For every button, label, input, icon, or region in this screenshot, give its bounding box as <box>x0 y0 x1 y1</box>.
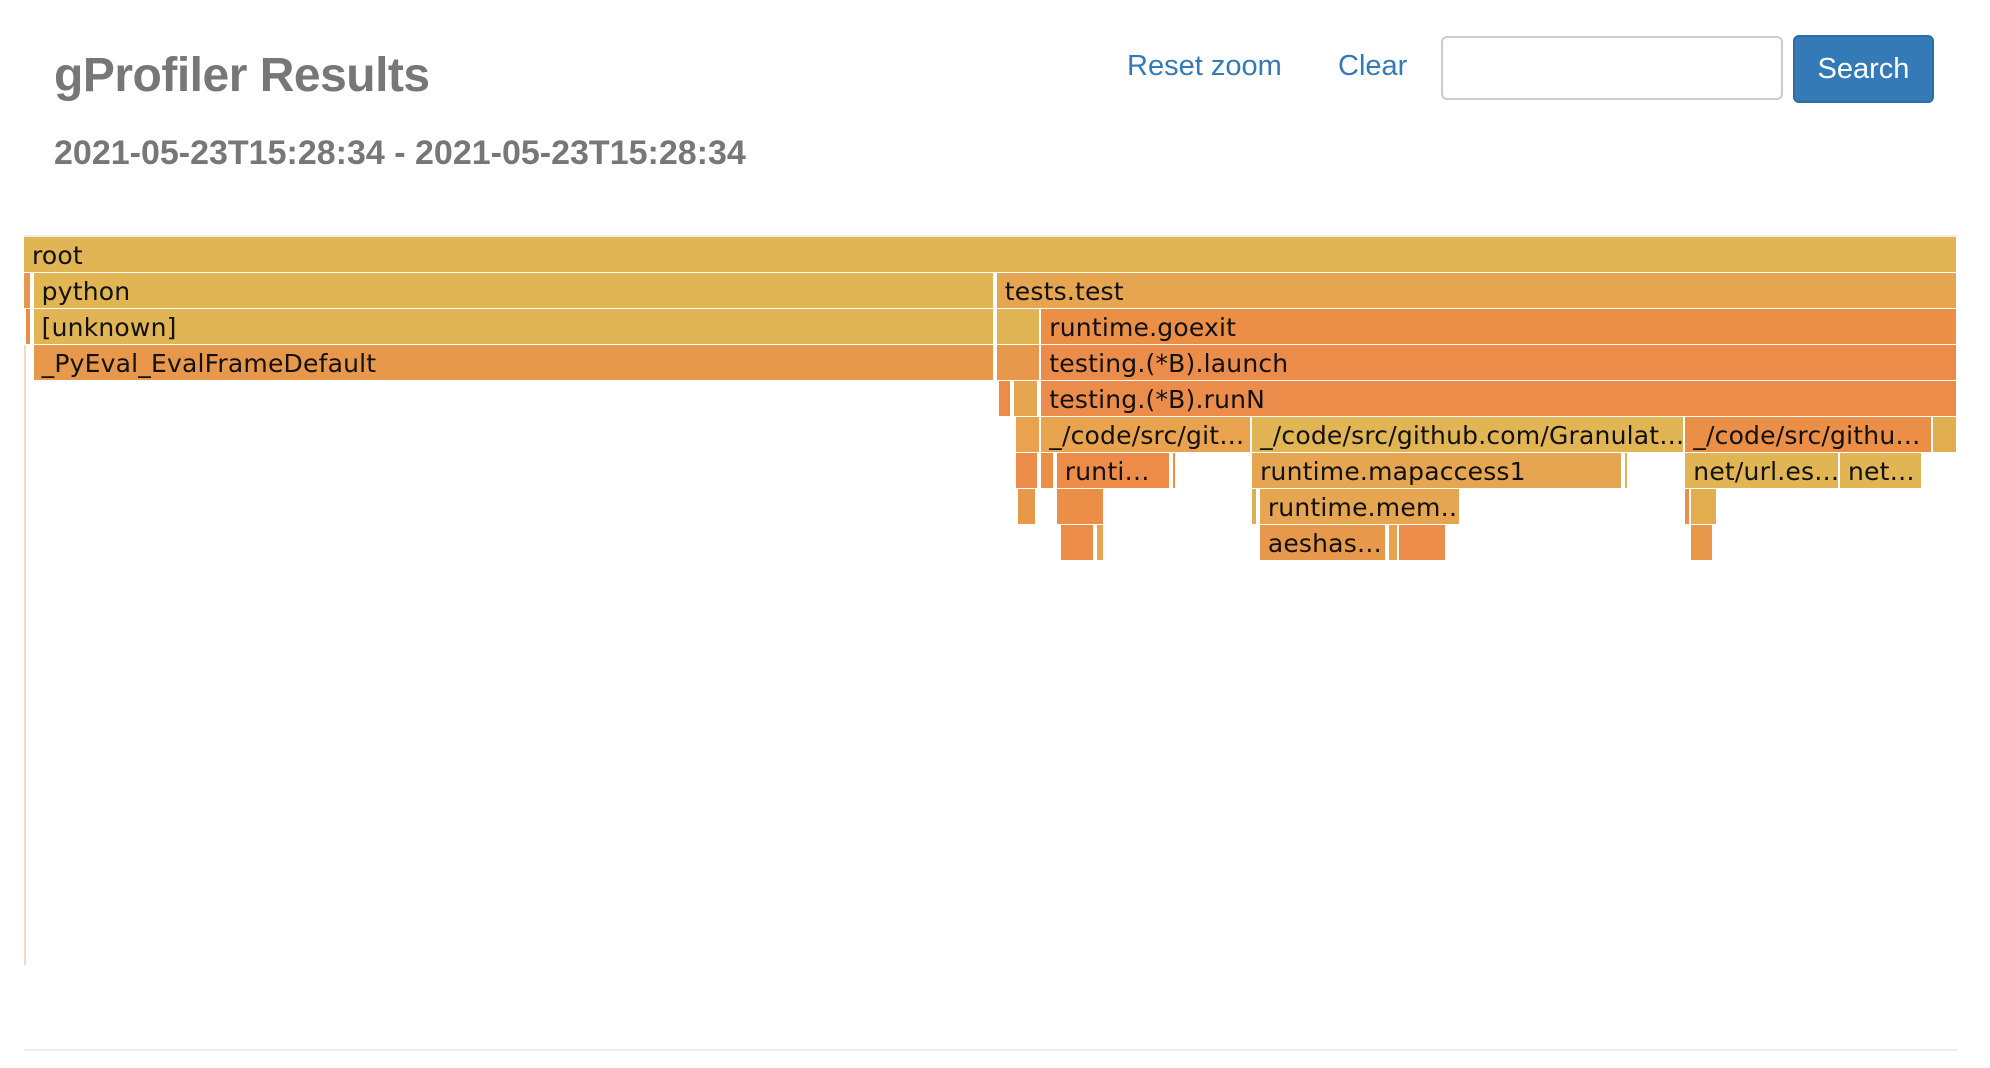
flame-frame-label: net… <box>1848 457 1915 486</box>
flame-frame-unlabeled[interactable] <box>25 309 32 344</box>
flame-frame[interactable]: runtime.mapaccess1 <box>1252 453 1624 488</box>
page-title: gProfiler Results <box>54 49 430 102</box>
flame-frame-label: testing.(*B).runN <box>1049 385 1266 414</box>
flame-frame[interactable]: testing.(*B).launch <box>1041 345 1958 380</box>
flame-frame[interactable]: _/code/src/github.com/Granulat… <box>1252 417 1686 452</box>
flame-frame-unlabeled[interactable] <box>1016 417 1042 452</box>
search-button[interactable]: Search <box>1793 35 1934 103</box>
flame-frame[interactable]: _/code/src/githu… <box>1685 417 1933 452</box>
flame-frame-unlabeled[interactable] <box>1041 453 1055 488</box>
search-input[interactable] <box>1441 36 1783 100</box>
flame-frame[interactable]: tests.test <box>996 273 1958 308</box>
bottom-divider <box>24 1049 1958 1051</box>
reset-zoom-link[interactable]: Reset zoom <box>1127 50 1282 82</box>
flame-frame[interactable]: net… <box>1840 453 1924 488</box>
flame-frame-unlabeled[interactable] <box>1060 525 1096 560</box>
flame-frame-unlabeled[interactable] <box>1625 453 1630 488</box>
flame-graph: root python tests.test [unknown] runtime.goe… <box>24 235 1958 965</box>
flame-frame-label: tests.test <box>1004 277 1124 306</box>
flame-frame[interactable]: testing.(*B).runN <box>1041 381 1958 416</box>
flame-frame-unlabeled[interactable] <box>1252 489 1258 524</box>
flame-frame-unlabeled[interactable] <box>996 309 1042 344</box>
flame-frame-label: testing.(*B).launch <box>1049 349 1289 378</box>
flame-left-trail <box>24 345 26 965</box>
flame-frame[interactable]: runti… <box>1056 453 1171 488</box>
flame-frame[interactable]: runtime.mem… <box>1259 489 1461 524</box>
flame-frame-label: runtime.goexit <box>1049 313 1237 342</box>
flame-frame-unlabeled[interactable] <box>1389 525 1400 560</box>
flame-frame-unlabeled[interactable] <box>1018 489 1038 524</box>
flame-frame-label: root <box>32 241 83 270</box>
flame-frame-unlabeled[interactable] <box>1172 453 1177 488</box>
flame-frame-label: runti… <box>1064 457 1150 486</box>
flame-frame-unlabeled[interactable] <box>998 381 1013 416</box>
flame-frame-unlabeled[interactable] <box>1691 489 1719 524</box>
flame-frame-unlabeled[interactable] <box>24 273 32 308</box>
flame-frame-label: _/code/src/git… <box>1049 421 1245 450</box>
flame-frame-unlabeled[interactable] <box>1685 489 1692 524</box>
flame-frame-label: runtime.mem… <box>1267 493 1461 522</box>
flame-frame-unlabeled[interactable] <box>1014 381 1040 416</box>
flame-frame-unlabeled[interactable] <box>1056 489 1106 524</box>
flame-frame-label: aeshas… <box>1267 529 1383 558</box>
flame-frame[interactable]: _/code/src/git… <box>1041 417 1253 452</box>
flame-frame[interactable]: net/url.es… <box>1685 453 1841 488</box>
flame-frame[interactable]: root <box>24 237 1958 272</box>
flame-frame[interactable]: runtime.goexit <box>1041 309 1958 344</box>
flame-frame-label: runtime.mapaccess1 <box>1260 457 1526 486</box>
flame-frame-label: [unknown] <box>41 313 177 342</box>
flame-frame-unlabeled[interactable] <box>996 345 1042 380</box>
flame-frame-unlabeled[interactable] <box>1399 525 1448 560</box>
flame-graph-top-rule <box>24 235 1958 237</box>
flame-frame-label: _/code/src/githu… <box>1693 421 1921 450</box>
flame-frame-label: net/url.es… <box>1693 457 1840 486</box>
clear-link[interactable]: Clear <box>1338 50 1408 82</box>
flame-frame[interactable]: _PyEval_EvalFrameDefault <box>33 345 995 380</box>
flame-frame[interactable]: [unknown] <box>33 309 995 344</box>
time-range: 2021-05-23T15:28:34 - 2021-05-23T15:28:3… <box>54 134 746 172</box>
flame-frame-label: _/code/src/github.com/Granulat… <box>1260 421 1685 450</box>
flame-frame-unlabeled[interactable] <box>1097 525 1106 560</box>
flame-frame-label: _PyEval_EvalFrameDefault <box>41 349 377 378</box>
flame-frame-unlabeled[interactable] <box>1691 525 1715 560</box>
flame-frame-label: python <box>41 277 131 306</box>
flame-frame[interactable]: python <box>33 273 995 308</box>
flame-frame-unlabeled[interactable] <box>1016 453 1040 488</box>
flame-frame[interactable]: aeshas… <box>1259 525 1388 560</box>
flame-frame-unlabeled[interactable] <box>1932 417 1958 452</box>
